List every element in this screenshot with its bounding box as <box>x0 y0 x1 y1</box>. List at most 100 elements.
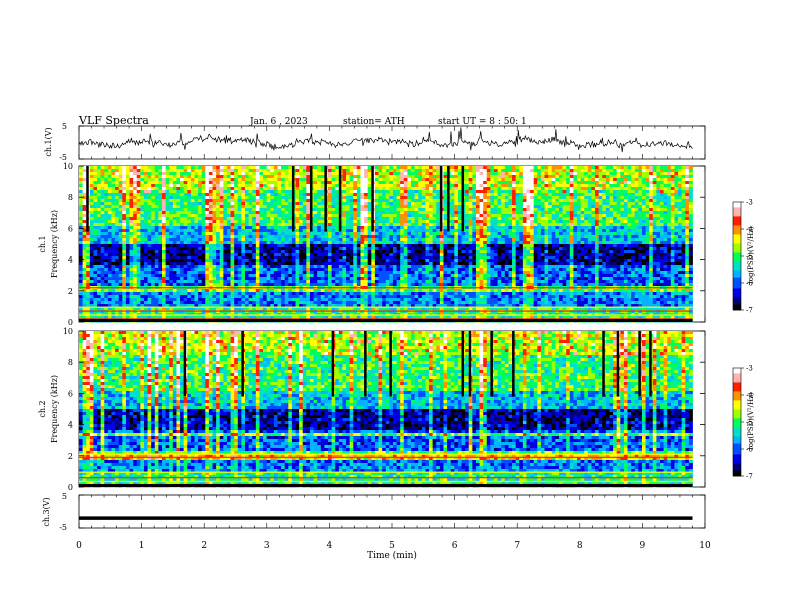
ch1-spectrogram-cell <box>349 187 354 191</box>
ch1-spectrogram-cell <box>187 187 192 191</box>
ch1-spectrogram-cell <box>165 229 170 233</box>
ch1-spectrogram-cell <box>573 199 578 203</box>
ch1-spectrogram-cell <box>208 220 213 224</box>
ch1-spectrogram-cell <box>573 169 578 173</box>
ch1-spectrogram-cell <box>299 181 304 185</box>
ch1-spectrogram-cell <box>472 175 477 179</box>
ch1-spectrogram-cell <box>623 202 628 206</box>
ch1-spectrogram-cell <box>194 223 199 227</box>
ch1-spectrogram-cell <box>562 208 567 212</box>
ch1-spectrogram-cell <box>158 169 163 173</box>
ch1-spectrogram-cell <box>595 229 600 233</box>
ch1-spectrogram-cell <box>620 217 625 221</box>
ch1-spectrogram-cell <box>237 220 242 224</box>
ch1-spectrogram-cell <box>172 229 177 233</box>
ch1-spectrogram-cell <box>418 169 423 173</box>
ch1-spectrogram-cell <box>512 220 517 224</box>
ch1-spectrogram-cell <box>190 196 195 200</box>
ch1-spectrogram-cell <box>407 238 412 242</box>
ch1-spectrogram-cell <box>454 205 459 209</box>
ch1-spectrogram-cell <box>587 196 592 200</box>
ch1-spectrogram-cell <box>497 217 502 221</box>
ch1-spectrogram-cell <box>270 229 275 233</box>
ch1-spectrogram-cell <box>324 235 329 239</box>
ch1-spectrogram-cell <box>223 172 228 176</box>
ch1-spectrogram-cell <box>494 181 499 185</box>
ch1-spectrogram-cell <box>374 232 379 236</box>
ch1-spectrogram-cell <box>364 235 369 239</box>
ch1-spectrogram-cell <box>418 238 423 242</box>
ch1-spectrogram-cell <box>551 205 556 209</box>
ch1-spectrogram-cell <box>79 205 84 209</box>
ch1-spectrogram-cell <box>226 184 231 188</box>
ch1-spectrogram-cell <box>198 187 203 191</box>
ch1-spectrogram-cell <box>356 199 361 203</box>
ch1-spectrogram-cell <box>479 178 484 182</box>
ch1-spectrogram-cell <box>414 187 419 191</box>
ch1-spectrogram-cell <box>241 172 246 176</box>
ch1-spectrogram-cell <box>183 196 188 200</box>
ch1-spectrogram-cell <box>125 220 130 224</box>
ch1-spectrogram-cell <box>634 169 639 173</box>
ch1-spectrogram-cell <box>587 217 592 221</box>
ch1-spectrogram-cell <box>515 229 520 233</box>
ch1-spectrogram-cell <box>407 232 412 236</box>
ch1-spectrogram-cell <box>486 241 491 245</box>
ch1-spectrogram-cell <box>598 181 603 185</box>
ch1-spectrogram-cell <box>165 166 170 170</box>
ch1-spectrogram-cell <box>573 226 578 230</box>
ch1-spectrogram-cell <box>403 220 408 224</box>
ch1-spectrogram-cell <box>342 241 347 245</box>
ch1-spectrogram-cell <box>515 214 520 218</box>
ch1-spectrogram-cell <box>313 172 318 176</box>
ch1-spectrogram-cell <box>584 184 589 188</box>
ch1-spectrogram-cell <box>490 229 495 233</box>
ch1-spectrogram-cell <box>620 238 625 242</box>
ch1-spectrogram-cell <box>555 181 560 185</box>
ch1-spectrogram-cell <box>104 202 109 206</box>
ch1-spectrogram-cell <box>79 169 84 173</box>
ch1-spectrogram-cell <box>187 172 192 176</box>
ch1-spectrogram-cell <box>284 211 289 215</box>
ch1-spectrogram-cell <box>230 184 235 188</box>
ch1-spectrogram-cell <box>198 214 203 218</box>
ch1-spectrogram-cell <box>569 196 574 200</box>
ch1-spectrogram-cell <box>162 217 167 221</box>
ch1-spectrogram-cell <box>613 166 618 170</box>
ch1-spectrogram-cell <box>403 202 408 206</box>
ch1-spectrogram-cell <box>587 190 592 194</box>
ch1-spectrogram-cell <box>273 211 278 215</box>
ch1-spectrogram-cell <box>501 217 506 221</box>
ch1-spectrogram-cell <box>558 211 563 215</box>
ch1-spectrogram-cell <box>273 205 278 209</box>
ch1-spectrogram-cell <box>364 187 369 191</box>
ch1-spectrogram-cell <box>169 172 174 176</box>
ch1-spectrogram-cell <box>154 235 159 239</box>
ch1-spectrogram-cell <box>479 214 484 218</box>
ch1-spectrogram-cell <box>609 199 614 203</box>
ch1-spectrogram-cell <box>392 232 397 236</box>
ch1-spectrogram-cell <box>252 238 257 242</box>
ch1-spectrogram-cell <box>273 208 278 212</box>
ch1-spectrogram-cell <box>519 244 524 248</box>
ch1-spectrogram-cell <box>288 232 293 236</box>
ch1-spectrogram-cell <box>342 208 347 212</box>
ch1-spectrogram-cell <box>620 229 625 233</box>
ch1-spectrogram-cell <box>201 229 206 233</box>
ch1-spectrogram-cell <box>663 193 668 197</box>
ch1-spectrogram-cell <box>324 241 329 245</box>
ch1-spectrogram-cell <box>194 196 199 200</box>
ch1-spectrogram-cell <box>317 169 322 173</box>
ch1-spectrogram-cell <box>602 220 607 224</box>
ch1-spectrogram-cell <box>674 202 679 206</box>
ch1-spectrogram-cell <box>429 205 434 209</box>
ch1-spectrogram-cell <box>425 232 430 236</box>
ch1-spectrogram-cell <box>273 199 278 203</box>
ch1-spectrogram-cell <box>457 175 462 179</box>
ch1-spectrogram-cell <box>353 211 358 215</box>
ch1-spectrogram-cell <box>591 178 596 182</box>
ch1-spectrogram-cell <box>216 196 221 200</box>
ch1-spectrogram-cell <box>212 238 217 242</box>
ch1-spectrogram-cell <box>118 184 123 188</box>
ch1-spectrogram-cell <box>241 202 246 206</box>
